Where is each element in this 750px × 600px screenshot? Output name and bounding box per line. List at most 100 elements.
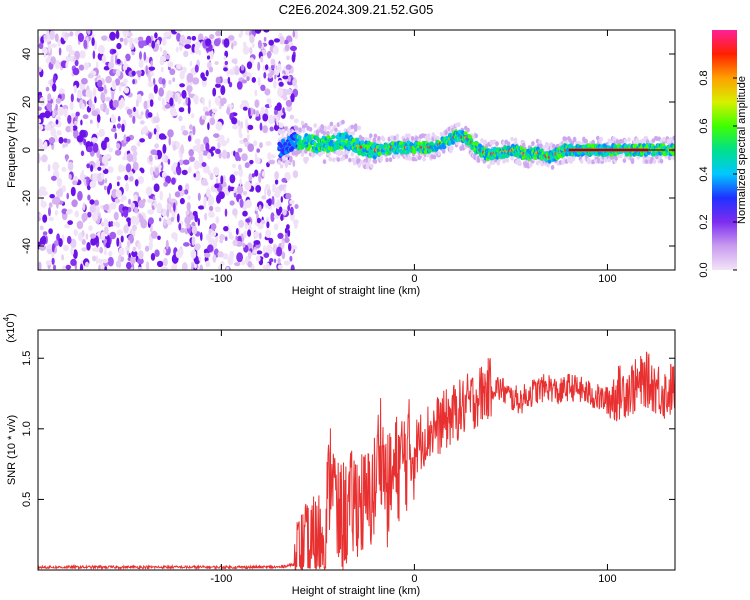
- halo-mark: [450, 145, 454, 151]
- noise-mark: [244, 162, 250, 169]
- noise-mark: [118, 247, 125, 256]
- heatmap-marks: [38, 30, 675, 270]
- halo-mark: [426, 133, 431, 139]
- noise-mark: [115, 68, 121, 77]
- noise-mark: [80, 119, 83, 126]
- colorbar-tick-label: 0.0: [698, 262, 710, 277]
- noise-mark: [116, 58, 121, 65]
- noise-mark: [55, 119, 59, 125]
- noise-mark: [211, 113, 215, 119]
- noise-mark: [275, 69, 280, 76]
- noise-mark: [137, 257, 144, 265]
- noise-mark: [159, 217, 162, 222]
- noise-mark: [73, 55, 76, 62]
- noise-mark: [140, 168, 145, 174]
- noise-mark: [268, 154, 276, 159]
- noise-mark: [268, 237, 274, 244]
- noise-mark: [233, 65, 240, 76]
- noise-mark: [161, 36, 167, 46]
- noise-mark: [65, 44, 73, 53]
- noise-mark: [121, 123, 125, 133]
- halo-mark: [284, 161, 289, 167]
- signal-mark: [300, 145, 305, 150]
- noise-mark: [76, 220, 84, 230]
- y-tick-label: -40: [21, 238, 33, 254]
- noise-mark: [265, 262, 270, 270]
- noise-mark: [55, 97, 62, 104]
- noise-mark: [212, 108, 218, 113]
- noise-mark: [242, 190, 248, 196]
- noise-mark: [168, 192, 172, 203]
- noise-mark: [285, 88, 293, 95]
- noise-mark: [227, 76, 231, 84]
- halo-mark: [313, 123, 318, 128]
- noise-mark: [47, 164, 51, 172]
- noise-mark: [287, 229, 291, 237]
- noise-mark: [241, 260, 246, 266]
- noise-mark: [65, 125, 72, 133]
- noise-mark: [123, 134, 127, 144]
- noise-mark: [137, 176, 144, 184]
- noise-mark: [220, 175, 224, 185]
- noise-mark: [256, 148, 261, 153]
- y-tick-label: 0.5: [21, 492, 33, 507]
- noise-mark: [253, 140, 258, 147]
- noise-mark: [72, 180, 78, 186]
- noise-mark: [55, 103, 58, 111]
- noise-mark: [69, 101, 74, 111]
- noise-mark: [254, 206, 259, 212]
- noise-mark: [81, 239, 86, 245]
- noise-mark: [208, 49, 214, 60]
- noise-mark: [187, 195, 191, 200]
- noise-mark: [52, 110, 55, 117]
- noise-mark: [193, 160, 200, 170]
- noise-mark: [262, 125, 268, 134]
- noise-mark: [157, 164, 162, 170]
- noise-mark: [293, 221, 298, 229]
- noise-mark: [251, 43, 255, 48]
- noise-mark: [247, 229, 252, 237]
- noise-mark: [224, 60, 228, 66]
- noise-mark: [122, 64, 128, 71]
- noise-mark: [65, 154, 68, 162]
- noise-mark: [141, 126, 148, 135]
- noise-mark: [77, 91, 83, 99]
- noise-mark: [182, 130, 189, 136]
- noise-mark: [242, 106, 248, 111]
- noise-mark: [177, 95, 182, 105]
- noise-mark: [65, 264, 72, 270]
- noise-mark: [180, 144, 184, 154]
- noise-mark: [100, 231, 106, 241]
- noise-mark: [116, 181, 120, 187]
- noise-mark: [258, 173, 262, 184]
- noise-mark: [102, 165, 105, 171]
- halo-mark: [563, 136, 568, 142]
- halo-mark: [312, 152, 316, 157]
- noise-mark: [201, 162, 207, 167]
- noise-mark: [116, 237, 120, 247]
- halo-mark: [326, 130, 330, 136]
- noise-mark: [187, 105, 191, 115]
- noise-mark: [224, 236, 228, 241]
- noise-mark: [174, 191, 181, 198]
- noise-mark: [181, 262, 188, 270]
- noise-mark: [213, 166, 220, 176]
- halo-mark: [539, 143, 543, 149]
- noise-mark: [165, 175, 172, 184]
- noise-mark: [282, 208, 287, 216]
- noise-mark: [57, 39, 61, 47]
- noise-mark: [138, 59, 144, 69]
- noise-mark: [147, 132, 152, 140]
- noise-mark: [70, 93, 74, 103]
- signal-mark: [442, 144, 447, 150]
- signal-mark: [463, 131, 468, 136]
- noise-mark: [214, 183, 220, 189]
- noise-mark: [163, 181, 169, 187]
- noise-mark: [277, 232, 284, 239]
- noise-mark: [287, 75, 291, 83]
- noise-mark: [73, 84, 77, 94]
- noise-mark: [272, 243, 278, 253]
- noise-mark: [125, 53, 131, 62]
- halo-mark: [327, 125, 331, 130]
- noise-mark: [63, 108, 68, 118]
